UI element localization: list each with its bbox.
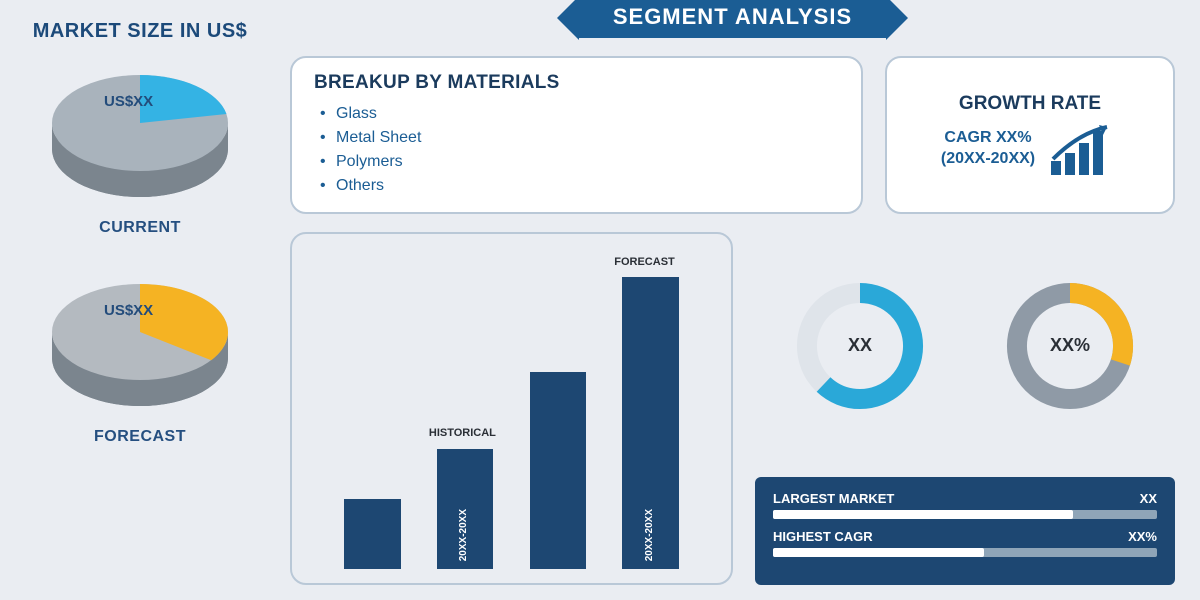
metrics-value: XX	[1140, 491, 1157, 506]
breakup-item: Glass	[320, 102, 839, 126]
breakup-card: BREAKUP BY MATERIALS GlassMetal SheetPol…	[290, 56, 863, 214]
metrics-label: LARGEST MARKET	[773, 491, 894, 506]
metrics-row: LARGEST MARKET XX	[773, 491, 1157, 519]
pie-slice-label: US$XX	[104, 302, 153, 319]
breakup-title: BREAKUP BY MATERIALS	[314, 72, 839, 94]
breakup-list: GlassMetal SheetPolymersOthers	[314, 102, 839, 198]
market-size-title: MARKET SIZE IN US$	[33, 20, 248, 43]
bar: 20XX-20XX	[622, 277, 678, 569]
metrics-track	[773, 548, 1157, 557]
segment-analysis-banner: SEGMENT ANALYSIS	[579, 0, 886, 38]
donut-2-value: XX%	[1050, 335, 1090, 356]
barchart-card: 20XX-20XX 20XX-20XX HISTORICAL FORECAST	[290, 232, 733, 585]
metrics-box: LARGEST MARKET XX HIGHEST CAGR XX%	[755, 477, 1175, 585]
donut-1-value: XX	[848, 335, 872, 356]
bar: 20XX-20XX	[437, 449, 493, 569]
pie-forecast: US$XX FORECAST	[30, 262, 250, 446]
bar	[530, 372, 586, 569]
growth-bars-icon	[1049, 121, 1119, 177]
donut-2: XX%	[1000, 276, 1140, 416]
metrics-fill	[773, 548, 984, 557]
pie-current: US$XX CURRENT	[30, 53, 250, 237]
donuts-panel: XX XX%	[755, 232, 1175, 459]
growth-title: GROWTH RATE	[959, 93, 1101, 115]
breakup-item: Metal Sheet	[320, 126, 839, 150]
metrics-row: HIGHEST CAGR XX%	[773, 529, 1157, 557]
metrics-fill	[773, 510, 1073, 519]
donut-1: XX	[790, 276, 930, 416]
pie-current-caption: CURRENT	[99, 219, 181, 237]
period-label: FORECAST	[614, 256, 675, 268]
pie-forecast-caption: FORECAST	[94, 428, 186, 446]
bar-range-label: 20XX-20XX	[458, 509, 469, 561]
breakup-item: Others	[320, 174, 839, 198]
growth-period: (20XX-20XX)	[941, 150, 1035, 167]
metrics-value: XX%	[1128, 529, 1157, 544]
bar-range-label: 20XX-20XX	[644, 509, 655, 561]
metrics-track	[773, 510, 1157, 519]
right-column: SEGMENT ANALYSIS BREAKUP BY MATERIALS Gl…	[280, 0, 1200, 600]
left-column: MARKET SIZE IN US$ US$XX CURRENT US$XX F…	[0, 0, 280, 600]
breakup-item: Polymers	[320, 150, 839, 174]
pie-slice-label: US$XX	[104, 93, 153, 110]
bar	[344, 499, 400, 569]
growth-cagr: CAGR XX%	[944, 129, 1031, 146]
period-label: HISTORICAL	[429, 427, 496, 439]
growth-text: CAGR XX% (20XX-20XX)	[941, 128, 1035, 170]
growth-card: GROWTH RATE CAGR XX% (20XX-20XX)	[885, 56, 1175, 214]
metrics-label: HIGHEST CAGR	[773, 529, 873, 544]
